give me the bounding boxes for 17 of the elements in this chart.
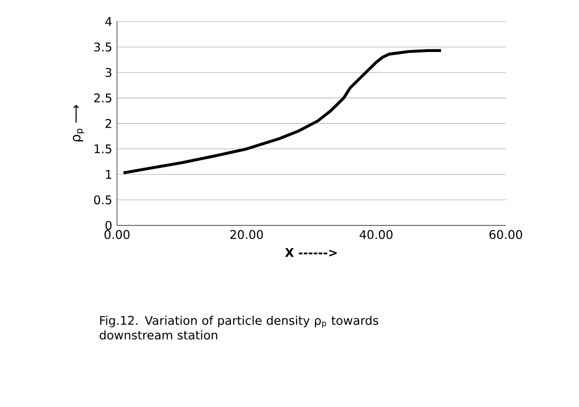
x-tick-label: 40.00 bbox=[360, 230, 392, 239]
y-axis-title: ρ$_{p}$ ⟶ bbox=[72, 104, 84, 142]
x-axis-title: X ------> bbox=[285, 248, 337, 257]
y-tick-label: 3.5 bbox=[94, 42, 112, 52]
x-tick-label: 60.00 bbox=[490, 230, 522, 239]
y-tick-label: 3 bbox=[106, 68, 112, 77]
y-tick-label: 2 bbox=[106, 118, 112, 128]
y-tick-label: 0.5 bbox=[94, 195, 112, 204]
y-tick-label: 2.5 bbox=[94, 93, 112, 102]
y-tick-label: 1 bbox=[106, 170, 112, 179]
x-tick-label: 0.00 bbox=[104, 230, 130, 239]
text: Fig.12. Variation of particle density ρ$_{p}$ towards downstream station bbox=[100, 316, 378, 340]
y-tick-label: 4 bbox=[105, 17, 112, 26]
x-tick-label: 20.00 bbox=[230, 230, 263, 239]
line-series bbox=[122, 48, 442, 174]
y-tick-label: 0 bbox=[106, 220, 112, 230]
y-tick-label: 1.5 bbox=[94, 144, 112, 154]
